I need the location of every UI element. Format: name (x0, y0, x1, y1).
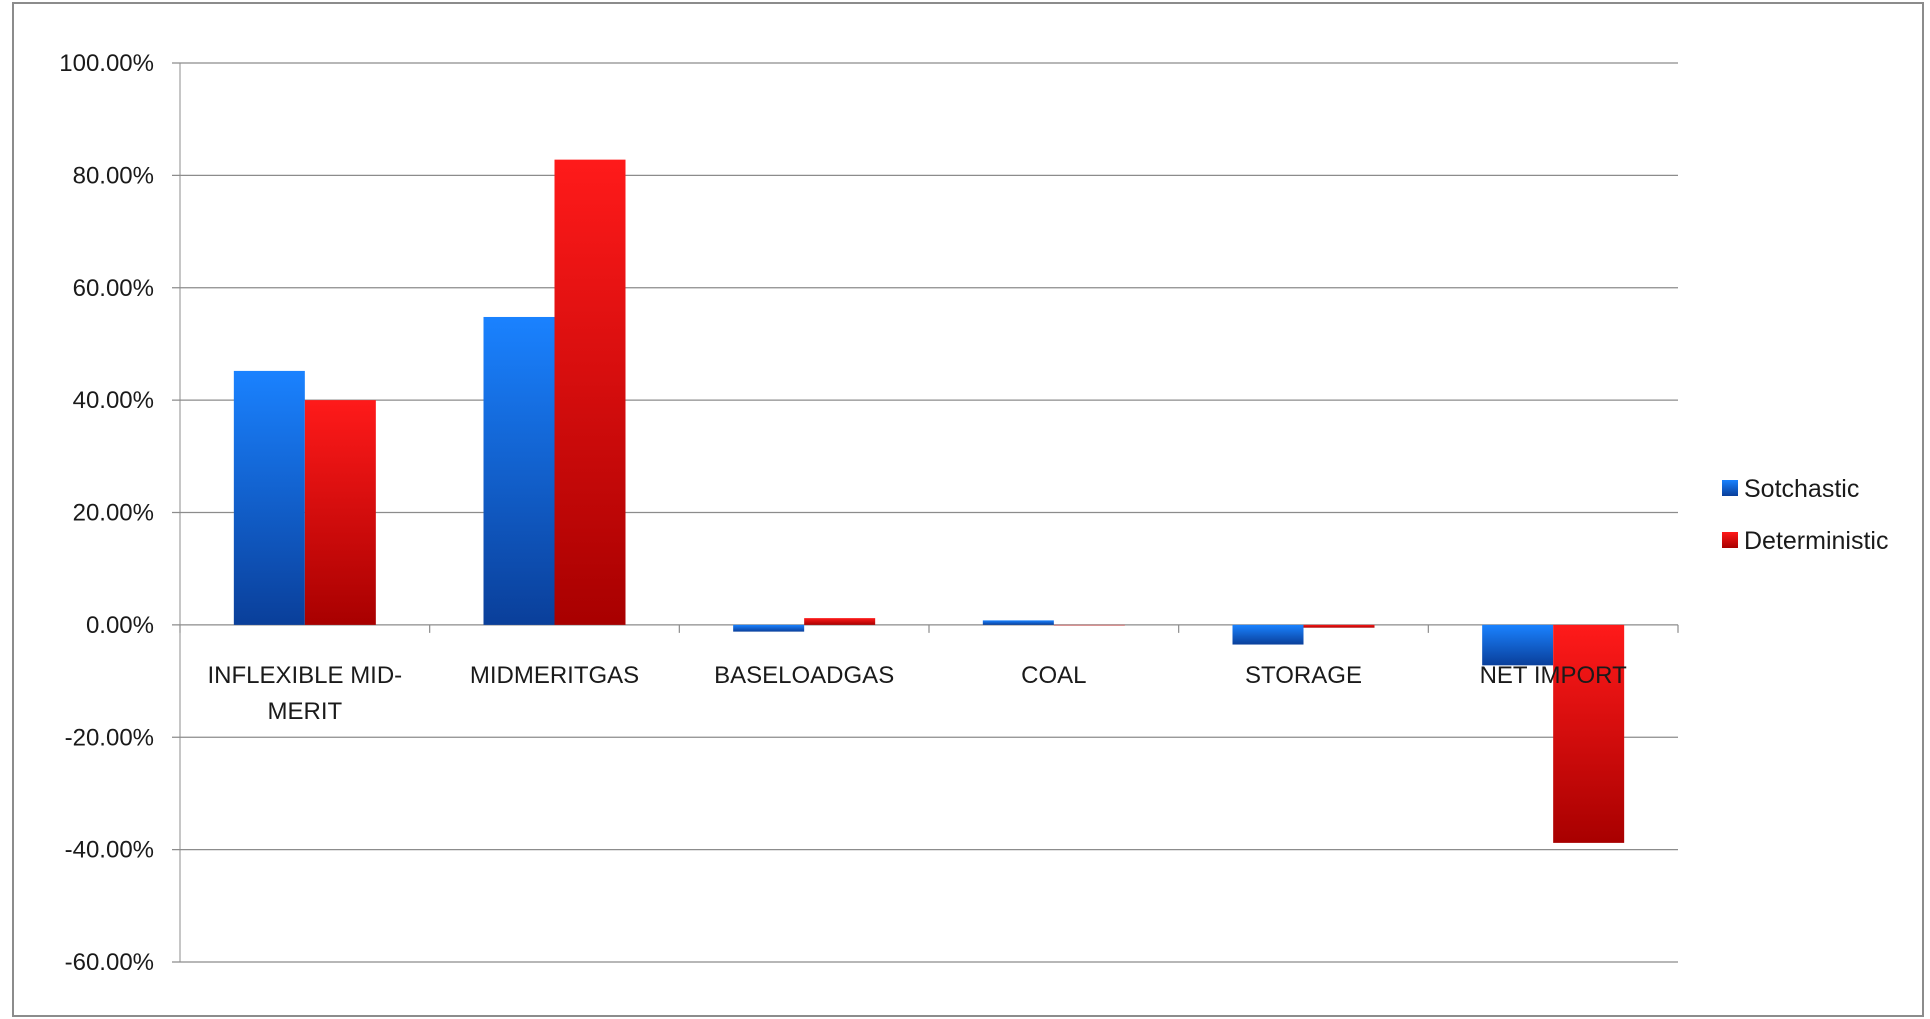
y-tick-label: -20.00% (65, 724, 154, 751)
y-tick-label: -60.00% (65, 949, 154, 976)
category-label: MIDMERITGAS (470, 662, 639, 689)
bar-deterministic-4 (1303, 624, 1375, 628)
y-tick-label: 40.00% (73, 387, 154, 414)
bar-sotchastic-0 (233, 370, 305, 625)
bar-deterministic-2 (804, 618, 876, 625)
y-tick-label: -40.00% (65, 837, 154, 864)
category-label: INFLEXIBLE MID-MERIT (207, 662, 402, 725)
bar-sotchastic-2 (733, 624, 805, 632)
y-tick-label: 0.00% (86, 612, 154, 639)
bar-sotchastic-1 (483, 316, 555, 625)
legend: Sotchastic Deterministic (1722, 475, 1888, 555)
category-label: STORAGE (1245, 662, 1362, 689)
bar-deterministic-5 (1553, 624, 1625, 843)
category-label: COAL (1021, 662, 1086, 689)
legend-label: Deterministic (1744, 527, 1888, 555)
gridlines (172, 62, 1678, 963)
bar-sotchastic-3 (982, 620, 1054, 625)
category-label: NET IMPORT (1480, 662, 1627, 689)
x-axis (179, 624, 1679, 633)
legend-swatch (1722, 532, 1738, 548)
bar-deterministic-1 (554, 159, 626, 625)
bar-deterministic-3 (1053, 624, 1125, 626)
category-label: BASELOADGAS (714, 662, 894, 689)
legend-label: Sotchastic (1744, 475, 1859, 503)
y-tick-labels: 100.00% 80.00% 60.00% 40.00% 20.00% 0.00% -20.… (59, 50, 154, 976)
bar-sotchastic-4 (1232, 624, 1304, 645)
bar-sotchastic-5 (1482, 624, 1554, 666)
legend-swatch (1722, 480, 1738, 496)
bar-deterministic-0 (304, 400, 376, 625)
y-tick-label: 100.00% (59, 50, 154, 77)
y-tick-label: 80.00% (73, 162, 154, 189)
category-labels: INFLEXIBLE MID-MERIT MIDMERITGAS BASELOADG… (207, 662, 1627, 725)
y-tick-label: 20.00% (73, 500, 154, 527)
bars (233, 159, 1625, 843)
y-tick-label: 60.00% (73, 275, 154, 302)
